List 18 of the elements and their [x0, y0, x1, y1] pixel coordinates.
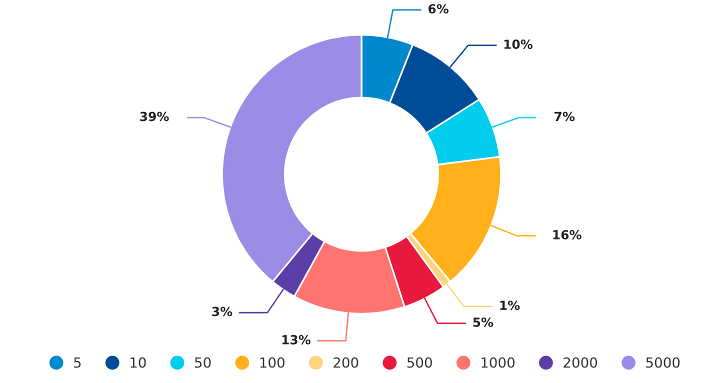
data-label: 16%	[553, 230, 582, 240]
legend-label: 5	[74, 357, 81, 368]
data-label: 10%	[504, 40, 533, 49]
data-label: 39%	[140, 112, 169, 122]
legend-label: 100	[260, 357, 284, 368]
legend-label: 1000	[482, 357, 514, 368]
legend-label: 500	[407, 357, 432, 368]
legend-label: 10	[130, 357, 146, 368]
data-label: 1%	[500, 300, 520, 310]
legend-label: 5000	[646, 357, 680, 368]
legend-label: 200	[334, 357, 358, 368]
data-label: 13%	[282, 334, 311, 344]
legend-label: 2000	[564, 357, 598, 368]
data-label: 5%	[473, 317, 494, 327]
data-label: 7%	[554, 112, 575, 122]
data-label: 6%	[428, 4, 449, 14]
legend-label: 50	[195, 357, 211, 368]
data-label: 3%	[212, 306, 232, 316]
